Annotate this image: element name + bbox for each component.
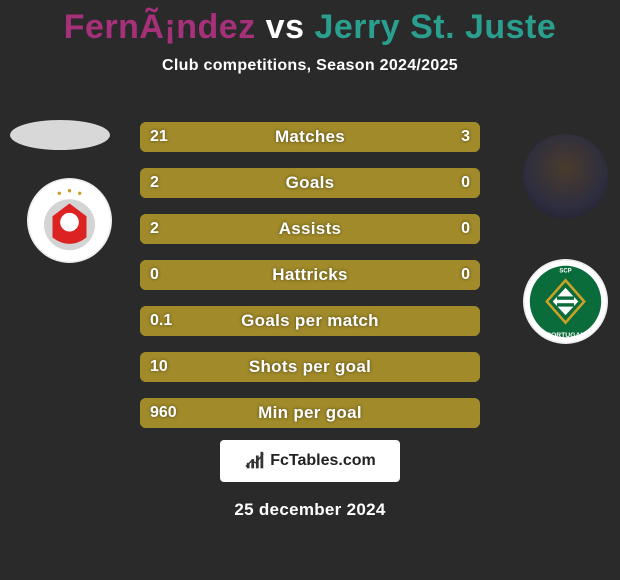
stat-label: Goals per match xyxy=(140,306,480,336)
stat-label: Goals xyxy=(140,168,480,198)
stat-label: Assists xyxy=(140,214,480,244)
branding-text: FcTables.com xyxy=(270,452,376,470)
player1-name: FernÃ¡ndez xyxy=(64,8,256,46)
comparison-title: FernÃ¡ndez vs Jerry St. Juste xyxy=(0,0,620,47)
chart-icon xyxy=(244,450,266,472)
stat-row: 0.1Goals per match xyxy=(140,306,480,336)
stat-row: 10Shots per goal xyxy=(140,352,480,382)
stats-list: 213Matches 20Goals 20Assists 00Hattricks 0.1… xyxy=(140,122,480,444)
subtitle: Club competitions, Season 2024/2025 xyxy=(0,57,620,75)
date-text: 25 december 2024 xyxy=(0,500,620,520)
stat-label: Matches xyxy=(140,122,480,152)
stat-row: 213Matches xyxy=(140,122,480,152)
player1-avatar xyxy=(10,120,110,150)
benfica-crest-icon xyxy=(27,178,112,263)
player2-name: Jerry St. Juste xyxy=(314,8,556,46)
player2-avatar xyxy=(523,134,608,219)
stat-label: Hattricks xyxy=(140,260,480,290)
vs-text: vs xyxy=(266,8,305,46)
svg-text:PORTUGAL: PORTUGAL xyxy=(546,332,584,339)
stat-row: 20Goals xyxy=(140,168,480,198)
stat-row: 20Assists xyxy=(140,214,480,244)
branding-badge: FcTables.com xyxy=(220,440,400,482)
svg-text:SCP: SCP xyxy=(559,269,571,275)
club-crest-right: PORTUGAL SCP xyxy=(523,259,608,344)
stat-row: 960Min per goal xyxy=(140,398,480,428)
sporting-crest-icon: PORTUGAL SCP xyxy=(523,259,608,344)
club-crest-left xyxy=(27,178,112,263)
stat-row: 00Hattricks xyxy=(140,260,480,290)
stat-label: Shots per goal xyxy=(140,352,480,382)
stat-label: Min per goal xyxy=(140,398,480,428)
